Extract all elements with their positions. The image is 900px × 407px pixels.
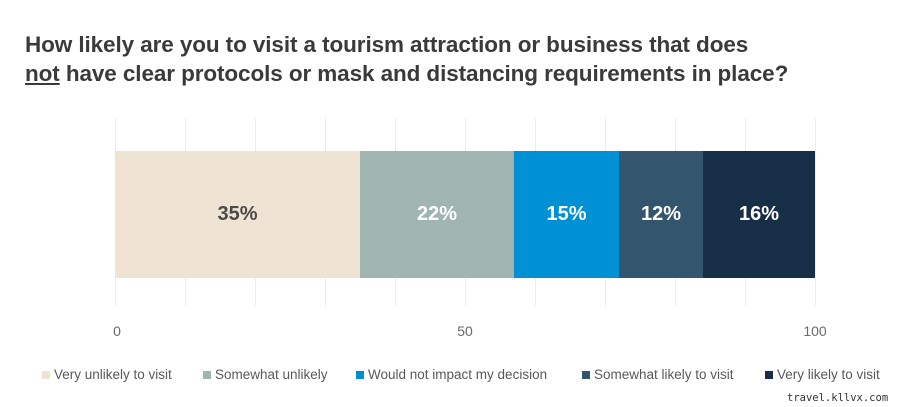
data-label: 12% bbox=[640, 203, 682, 225]
legend-swatch-icon bbox=[582, 370, 590, 379]
data-label: 15% bbox=[546, 203, 587, 225]
legend-item-would-not-impact: Would not impact my decision bbox=[356, 367, 547, 382]
bar-segment-would-not-impact-my-decision: 15% bbox=[514, 151, 619, 278]
data-label: 35% bbox=[217, 203, 258, 225]
bar-segment-very-likely-to-visit: 16% bbox=[703, 151, 815, 278]
legend-label: Very likely to visit bbox=[777, 367, 880, 382]
legend-swatch-icon bbox=[356, 370, 364, 379]
legend-item-very-unlikely: Very unlikely to visit bbox=[42, 367, 172, 382]
watermark: travel.kllvx.com bbox=[787, 392, 889, 404]
bar-segment-very-unlikely-to-visit: 35% bbox=[115, 151, 360, 278]
legend-label: Very unlikely to visit bbox=[54, 367, 172, 382]
title-underlined-word: not bbox=[25, 61, 60, 86]
title-line-2: not have clear protocols or mask and dis… bbox=[25, 59, 895, 88]
gridline bbox=[815, 118, 816, 306]
legend-item-somewhat-unlikely: Somewhat unlikely bbox=[203, 367, 328, 382]
x-tick-0: 0 bbox=[113, 323, 121, 339]
bar-segment-somewhat-unlikely: 22% bbox=[360, 151, 514, 278]
legend-swatch-icon bbox=[765, 370, 773, 379]
legend-item-somewhat-likely: Somewhat likely to visit bbox=[582, 367, 734, 382]
legend-swatch-icon bbox=[203, 370, 211, 379]
title-line-2-rest: have clear protocols or mask and distanc… bbox=[59, 61, 789, 86]
x-tick-50: 50 bbox=[457, 323, 473, 339]
legend-label: Somewhat unlikely bbox=[215, 367, 328, 382]
data-label: 22% bbox=[416, 203, 458, 225]
legend-item-very-likely: Very likely to visit bbox=[765, 367, 880, 382]
legend-swatch-icon bbox=[42, 370, 50, 379]
legend-label: Somewhat likely to visit bbox=[594, 367, 734, 382]
stacked-bar: 35% 22% 15% 12% 16% bbox=[115, 151, 815, 278]
x-tick-100: 100 bbox=[803, 323, 827, 339]
legend-label: Would not impact my decision bbox=[368, 367, 548, 382]
data-label: 16% bbox=[738, 203, 780, 225]
bar-segment-somewhat-likely-to-visit: 12% bbox=[619, 151, 703, 278]
title-line-1: How likely are you to visit a tourism at… bbox=[25, 32, 749, 57]
chart-title: How likely are you to visit a tourism at… bbox=[25, 30, 895, 88]
